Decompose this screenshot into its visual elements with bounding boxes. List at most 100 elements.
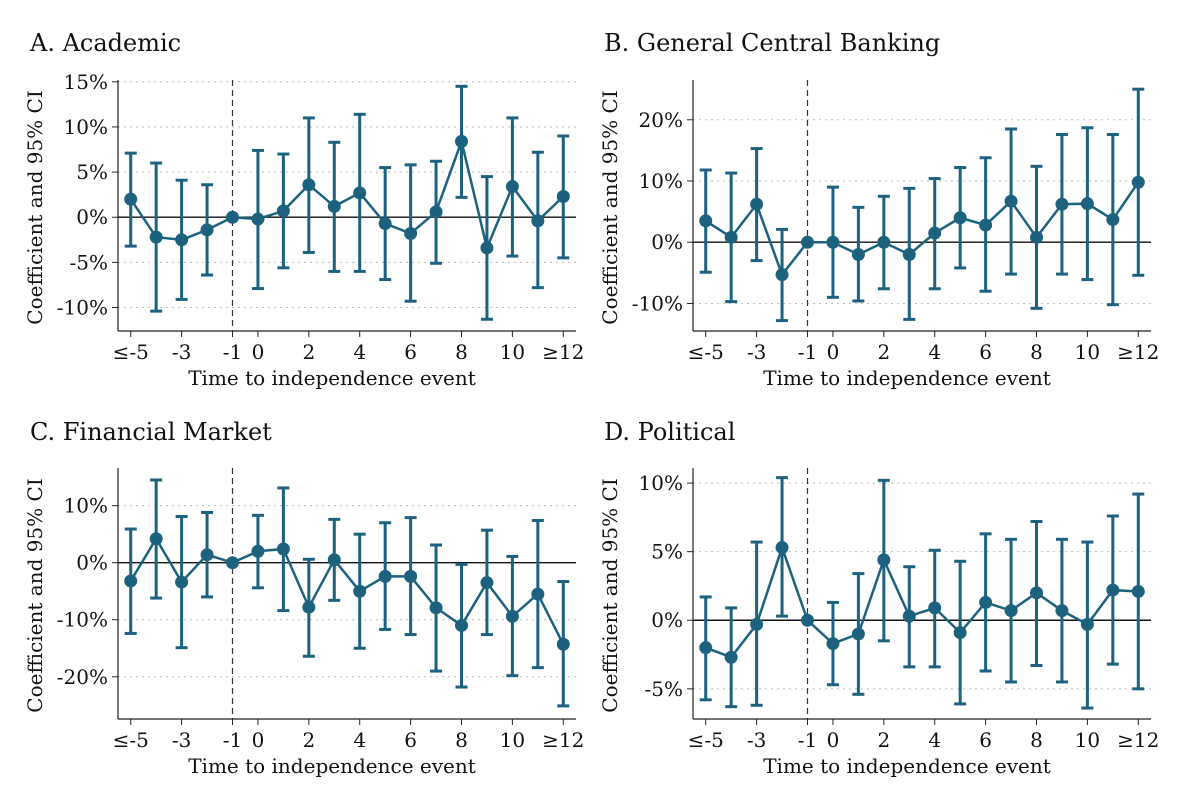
x-tick-label: ≥12 <box>1117 728 1159 752</box>
data-point <box>1055 604 1069 618</box>
data-point <box>531 587 545 601</box>
data-point <box>378 217 392 231</box>
y-tick-label: 20% <box>639 108 683 132</box>
x-tick-label: ≥12 <box>1117 340 1159 364</box>
x-tick-label: ≥12 <box>542 340 584 364</box>
data-point <box>327 553 341 567</box>
data-point <box>175 233 189 247</box>
x-tick-label: 6 <box>404 340 417 364</box>
data-point <box>1106 213 1120 227</box>
data-point <box>556 637 570 651</box>
y-tick-label: -5% <box>645 677 684 701</box>
data-point <box>1030 586 1043 600</box>
y-tick-label: 10% <box>639 471 683 495</box>
x-axis-title: Time to independence event <box>188 754 476 778</box>
data-point <box>902 247 916 261</box>
data-point <box>979 218 993 232</box>
data-point <box>775 268 789 282</box>
data-point <box>251 212 265 226</box>
data-point <box>928 226 942 240</box>
data-point <box>404 226 418 240</box>
data-point <box>724 650 738 664</box>
data-point <box>826 637 840 651</box>
panel-title: C. Financial Market <box>30 418 272 446</box>
data-point <box>928 601 942 615</box>
data-point <box>226 210 239 224</box>
y-tick-label: 0% <box>76 205 108 229</box>
data-point <box>953 211 967 225</box>
data-point <box>404 569 418 583</box>
data-point <box>226 556 239 570</box>
x-tick-label: 10 <box>1075 340 1100 364</box>
y-tick-label: -10% <box>632 291 683 315</box>
x-tick-label: ≤-5 <box>113 340 149 364</box>
data-point <box>851 247 865 261</box>
data-point <box>455 618 468 632</box>
data-point <box>429 205 443 219</box>
data-point <box>455 134 468 148</box>
x-tick-label: 4 <box>928 728 941 752</box>
series-line <box>705 543 1139 659</box>
data-point <box>699 214 713 228</box>
data-point <box>378 569 392 583</box>
data-point <box>531 214 545 228</box>
x-tick-label: 10 <box>500 728 525 752</box>
data-point <box>149 230 163 244</box>
x-tick-label: 0 <box>252 340 265 364</box>
x-tick-label: 8 <box>455 340 468 364</box>
data-point <box>251 544 265 558</box>
data-point <box>902 609 916 623</box>
x-axis-title: Time to independence event <box>763 754 1051 778</box>
data-point <box>480 576 494 590</box>
data-point <box>429 601 443 615</box>
x-axis-title: Time to independence event <box>763 366 1051 390</box>
x-tick-label: 8 <box>1030 340 1043 364</box>
series-line <box>129 137 565 252</box>
data-point <box>801 235 814 249</box>
data-point <box>979 595 993 609</box>
data-point <box>1131 175 1145 189</box>
x-tick-label: 8 <box>1030 728 1043 752</box>
chart-panel-2: B. General Central Banking 20% 10% 0% -10% ≤-… <box>598 29 1159 390</box>
x-tick-label: ≤-5 <box>688 340 724 364</box>
data-point <box>276 542 290 556</box>
x-tick-label: 2 <box>302 340 315 364</box>
data-point <box>353 186 367 200</box>
data-point <box>1080 197 1094 211</box>
series-line <box>129 536 565 645</box>
y-axis-title: Coefficient and 95% CI <box>23 90 47 324</box>
y-tick-label: 10% <box>64 494 108 518</box>
x-tick-label: 8 <box>455 728 468 752</box>
y-tick-label: -10% <box>57 296 108 320</box>
y-axis-title: Coefficient and 95% CI <box>598 90 622 324</box>
data-point <box>826 235 840 249</box>
data-point <box>953 626 967 640</box>
series-line <box>705 181 1140 278</box>
data-point <box>1080 617 1094 631</box>
data-point <box>750 617 764 631</box>
y-tick-label: 0% <box>651 608 683 632</box>
chart-panel-1: A. Academic 15% 10% 5% 0% -5% -10%≤-5 -3 -1 0 2 4 6 8… <box>23 29 584 390</box>
data-point <box>175 575 189 589</box>
x-tick-label: 6 <box>979 340 992 364</box>
data-point <box>1131 584 1145 598</box>
x-tick-label: -1 <box>223 728 242 752</box>
x-tick-label: -1 <box>798 340 817 364</box>
x-tick-label: 0 <box>827 728 840 752</box>
y-tick-label: -5% <box>70 250 109 274</box>
data-point <box>353 584 367 598</box>
y-tick-label: 5% <box>651 540 683 564</box>
y-tick-label: -10% <box>57 608 108 632</box>
data-point <box>724 230 738 244</box>
y-tick-label: 10% <box>639 169 683 193</box>
data-point <box>1055 197 1069 211</box>
x-tick-label: ≥12 <box>542 728 584 752</box>
x-tick-label: 10 <box>1075 728 1100 752</box>
x-axis-title: Time to independence event <box>188 366 476 390</box>
panel-title: D. Political <box>604 418 735 446</box>
x-tick-label: 10 <box>500 340 525 364</box>
x-tick-label: 2 <box>877 340 890 364</box>
x-tick-label: -3 <box>747 728 766 752</box>
x-tick-label: 4 <box>928 340 941 364</box>
